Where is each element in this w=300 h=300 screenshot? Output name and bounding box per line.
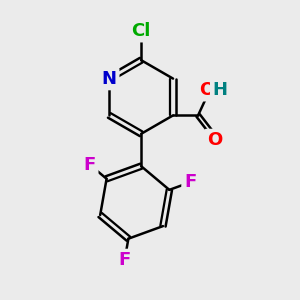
Text: N: N <box>102 70 117 88</box>
Text: F: F <box>184 173 196 191</box>
Text: O: O <box>207 131 222 149</box>
Text: F: F <box>83 156 96 174</box>
Text: O: O <box>199 81 214 99</box>
Text: F: F <box>118 251 131 269</box>
Text: H: H <box>213 81 228 99</box>
Text: Cl: Cl <box>131 22 151 40</box>
